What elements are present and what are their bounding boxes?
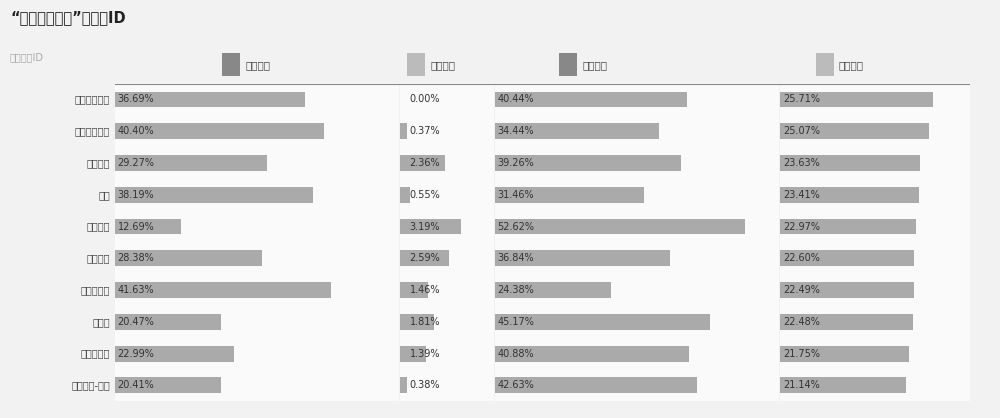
Bar (115, 187, 313, 203)
Text: 更多相关ID: 更多相关ID (10, 52, 44, 62)
Text: 总相似度: 总相似度 (839, 60, 864, 70)
Bar (780, 123, 929, 139)
Text: 39.26%: 39.26% (497, 158, 534, 168)
Text: 1.39%: 1.39% (410, 349, 440, 359)
Text: 读南京寻访团: 读南京寻访团 (75, 94, 110, 104)
Bar (400, 346, 426, 362)
Text: 基本属性: 基本属性 (245, 60, 270, 70)
Bar (115, 346, 234, 362)
Bar (495, 187, 644, 203)
Text: 0.37%: 0.37% (410, 126, 440, 136)
Text: 23.63%: 23.63% (783, 158, 820, 168)
Text: 45.17%: 45.17% (497, 317, 534, 327)
Bar (400, 187, 410, 203)
Text: 2.36%: 2.36% (410, 158, 440, 168)
Text: 52.62%: 52.62% (497, 222, 534, 232)
Text: 36.84%: 36.84% (497, 253, 534, 263)
Text: “南京正在发生”的相关ID: “南京正在发生”的相关ID (10, 10, 126, 25)
Bar (495, 314, 710, 330)
Bar (115, 282, 331, 298)
Text: 25.07%: 25.07% (783, 126, 820, 136)
Bar (115, 123, 324, 139)
Text: 21.14%: 21.14% (783, 380, 820, 390)
Text: 南京发布: 南京发布 (87, 222, 110, 232)
Bar (115, 219, 181, 234)
Text: 1.81%: 1.81% (410, 317, 440, 327)
Text: 34.44%: 34.44% (497, 126, 534, 136)
Text: 丁牛: 丁牛 (98, 190, 110, 200)
Text: 2.59%: 2.59% (410, 253, 440, 263)
Text: 38.19%: 38.19% (118, 190, 154, 200)
Text: 3.19%: 3.19% (410, 222, 440, 232)
Bar (495, 346, 689, 362)
Bar (780, 155, 920, 171)
Text: 0.00%: 0.00% (410, 94, 440, 104)
Bar (780, 377, 906, 393)
Text: 南京无事忙: 南京无事忙 (81, 285, 110, 295)
Text: 22.60%: 22.60% (783, 253, 820, 263)
Text: 31.46%: 31.46% (497, 190, 534, 200)
Text: 42.63%: 42.63% (497, 380, 534, 390)
Text: 交互关系: 交互关系 (430, 60, 455, 70)
Text: 21.75%: 21.75% (783, 349, 820, 359)
Text: 41.63%: 41.63% (118, 285, 154, 295)
Text: 22.99%: 22.99% (118, 349, 154, 359)
Text: 南京桥北博主: 南京桥北博主 (75, 126, 110, 136)
Bar (115, 314, 221, 330)
Bar (495, 282, 611, 298)
Bar (400, 155, 445, 171)
Bar (495, 377, 697, 393)
Bar (400, 314, 434, 330)
Text: 40.44%: 40.44% (497, 94, 534, 104)
Bar (780, 282, 914, 298)
Text: 20.41%: 20.41% (118, 380, 154, 390)
Text: 22.49%: 22.49% (783, 285, 820, 295)
Text: 40.40%: 40.40% (118, 126, 154, 136)
Bar (400, 282, 428, 298)
Text: 23.41%: 23.41% (783, 190, 820, 200)
Bar (780, 219, 916, 234)
Text: 发表内容: 发表内容 (582, 60, 607, 70)
Bar (495, 219, 745, 234)
Text: 28.38%: 28.38% (118, 253, 154, 263)
Bar (495, 92, 687, 107)
Text: 南京广播网: 南京广播网 (81, 349, 110, 359)
Text: 龙虎网: 龙虎网 (92, 317, 110, 327)
Bar (780, 346, 909, 362)
Bar (115, 92, 305, 107)
Text: 幸福都市-南京: 幸福都市-南京 (71, 380, 110, 390)
Text: 12.69%: 12.69% (118, 222, 154, 232)
Bar (400, 219, 461, 234)
Bar (780, 92, 933, 107)
Text: 0.55%: 0.55% (410, 190, 440, 200)
Text: 36.69%: 36.69% (118, 94, 154, 104)
Bar (400, 377, 407, 393)
Text: 24.38%: 24.38% (497, 285, 534, 295)
Text: 22.97%: 22.97% (783, 222, 820, 232)
Bar (780, 314, 913, 330)
Text: 20.47%: 20.47% (118, 317, 154, 327)
Bar (400, 250, 449, 266)
Text: 南京日报: 南京日报 (87, 158, 110, 168)
Bar (115, 250, 262, 266)
Bar (400, 123, 407, 139)
Text: 29.27%: 29.27% (118, 158, 155, 168)
Bar (115, 155, 267, 171)
Bar (780, 250, 914, 266)
Bar (495, 155, 681, 171)
Bar (495, 123, 659, 139)
Bar (780, 187, 919, 203)
Text: 22.48%: 22.48% (783, 317, 820, 327)
Text: 0.38%: 0.38% (410, 380, 440, 390)
Text: 南京地铁: 南京地铁 (87, 253, 110, 263)
Text: 1.46%: 1.46% (410, 285, 440, 295)
Bar (495, 250, 670, 266)
Text: 25.71%: 25.71% (783, 94, 820, 104)
Bar (115, 377, 221, 393)
Text: 40.88%: 40.88% (497, 349, 534, 359)
